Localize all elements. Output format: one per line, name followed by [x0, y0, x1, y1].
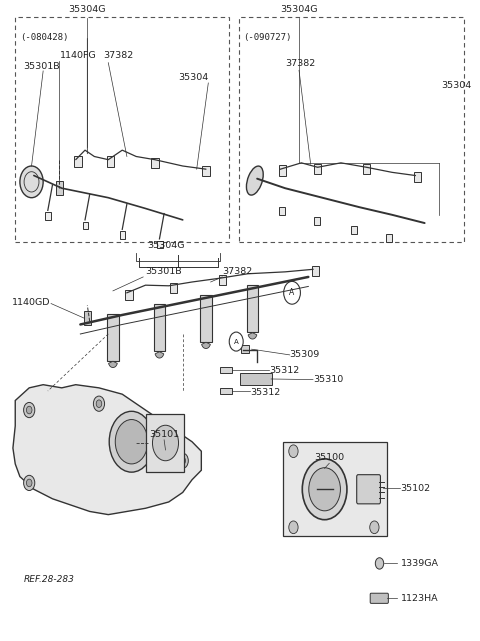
Text: 35310: 35310 — [313, 375, 343, 384]
Text: 35301B: 35301B — [24, 62, 60, 71]
Circle shape — [180, 457, 185, 465]
Text: 1123HA: 1123HA — [400, 594, 438, 603]
Text: 35304G: 35304G — [148, 240, 185, 250]
Circle shape — [24, 403, 35, 418]
Bar — [220, 367, 231, 373]
Bar — [151, 158, 158, 168]
FancyBboxPatch shape — [357, 475, 381, 504]
Wedge shape — [108, 362, 117, 367]
Text: 35102: 35102 — [400, 483, 431, 492]
Bar — [414, 172, 421, 182]
FancyBboxPatch shape — [240, 372, 272, 385]
Bar — [46, 212, 51, 220]
Circle shape — [370, 521, 379, 534]
Circle shape — [229, 332, 243, 351]
Text: REF.28-283: REF.28-283 — [24, 576, 74, 585]
Circle shape — [94, 396, 105, 412]
Bar — [157, 241, 163, 249]
Circle shape — [289, 445, 298, 458]
FancyBboxPatch shape — [200, 295, 212, 342]
Text: 1140GD: 1140GD — [12, 298, 50, 307]
Bar — [386, 234, 392, 242]
Circle shape — [289, 521, 298, 534]
Text: 35312: 35312 — [269, 365, 299, 374]
Circle shape — [177, 453, 188, 469]
FancyBboxPatch shape — [154, 304, 165, 351]
Text: 35301B: 35301B — [145, 267, 182, 276]
Text: (-080428): (-080428) — [20, 33, 68, 42]
Circle shape — [302, 459, 347, 520]
Circle shape — [26, 406, 32, 414]
Text: 1339GA: 1339GA — [400, 559, 438, 568]
Circle shape — [284, 281, 300, 304]
Bar — [279, 165, 287, 176]
Bar — [107, 156, 114, 167]
Wedge shape — [248, 333, 257, 339]
FancyBboxPatch shape — [146, 415, 184, 472]
Bar — [83, 222, 88, 229]
Bar — [202, 166, 210, 176]
Bar — [314, 217, 320, 225]
Bar — [351, 226, 357, 235]
Text: 1140FG: 1140FG — [60, 51, 96, 60]
Circle shape — [96, 400, 102, 408]
Circle shape — [309, 468, 340, 511]
Wedge shape — [202, 342, 210, 349]
Text: 35101: 35101 — [149, 429, 179, 438]
Circle shape — [26, 479, 32, 487]
Text: 35309: 35309 — [290, 350, 320, 359]
Text: 35304: 35304 — [178, 72, 208, 81]
Circle shape — [115, 420, 148, 464]
Bar — [312, 266, 319, 276]
FancyBboxPatch shape — [370, 593, 388, 603]
Text: 35100: 35100 — [314, 453, 344, 462]
Bar — [241, 345, 249, 353]
Bar — [84, 311, 91, 325]
Text: 35304G: 35304G — [69, 5, 106, 14]
Bar — [170, 283, 177, 293]
Text: 37382: 37382 — [285, 59, 315, 68]
Text: A: A — [289, 288, 295, 297]
Bar — [279, 207, 285, 215]
Bar — [363, 164, 370, 174]
Bar — [74, 156, 82, 167]
FancyBboxPatch shape — [247, 285, 258, 332]
Wedge shape — [155, 352, 164, 358]
Text: 35304: 35304 — [441, 81, 471, 90]
Bar — [218, 275, 226, 285]
Circle shape — [375, 558, 384, 569]
Bar — [120, 231, 125, 239]
FancyBboxPatch shape — [108, 313, 119, 361]
Text: (-090727): (-090727) — [243, 33, 291, 42]
Text: 35312: 35312 — [250, 388, 280, 397]
Bar — [125, 290, 133, 300]
Bar — [314, 164, 321, 174]
Circle shape — [109, 412, 154, 472]
Polygon shape — [13, 385, 201, 515]
Circle shape — [153, 425, 179, 461]
Circle shape — [24, 476, 35, 490]
Circle shape — [20, 166, 43, 197]
Bar — [220, 388, 231, 394]
Text: A: A — [234, 338, 239, 345]
FancyBboxPatch shape — [283, 442, 387, 536]
Bar — [56, 181, 63, 194]
Text: 37382: 37382 — [104, 51, 134, 60]
Ellipse shape — [246, 166, 263, 195]
Text: 37382: 37382 — [222, 267, 252, 276]
Text: 35304G: 35304G — [280, 5, 318, 14]
